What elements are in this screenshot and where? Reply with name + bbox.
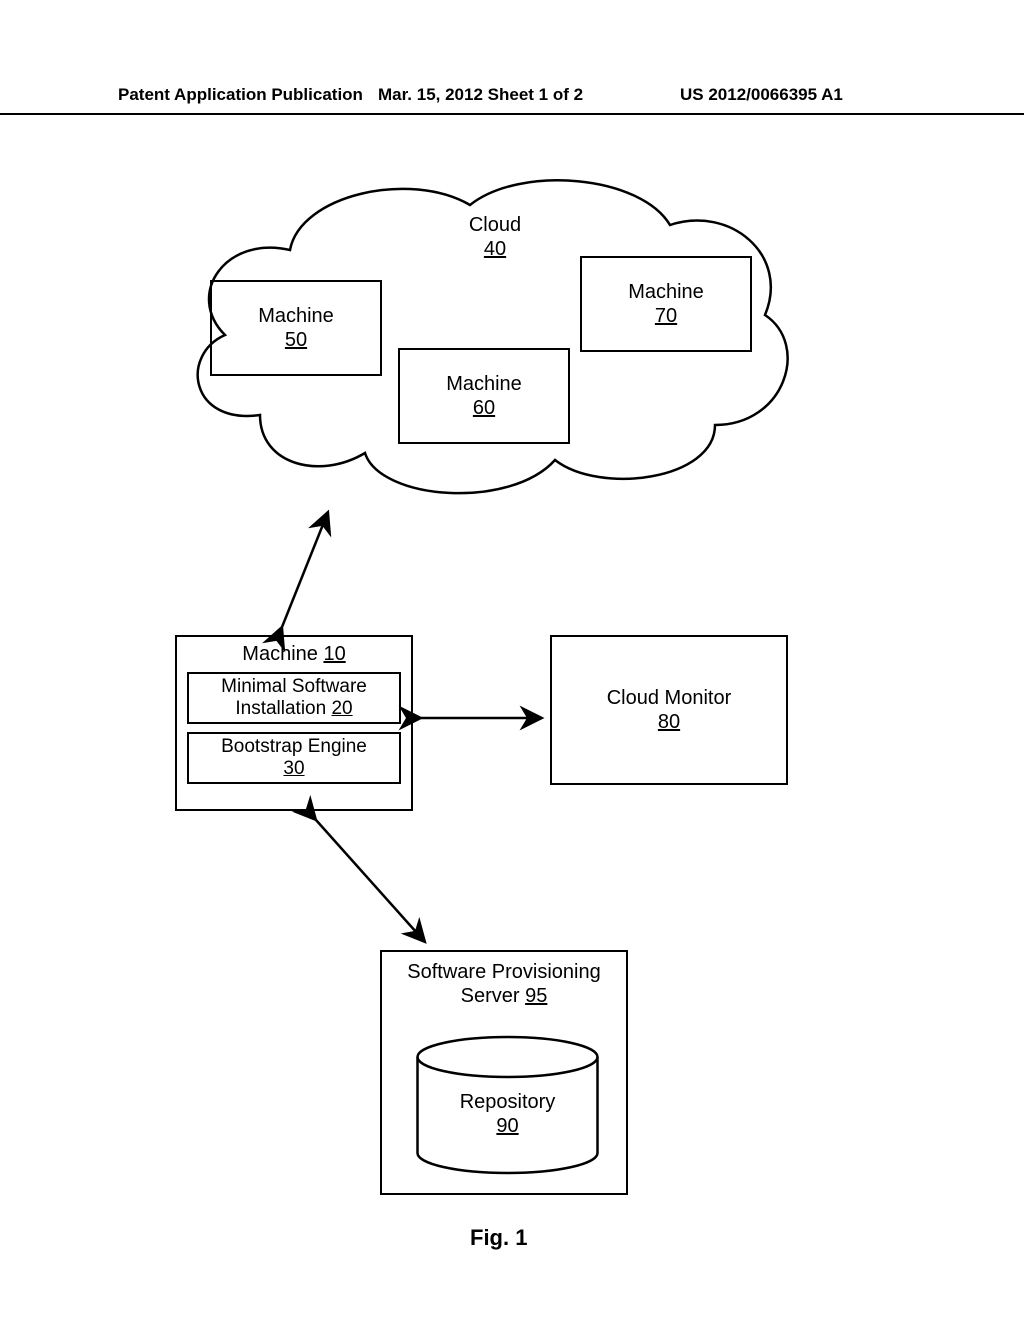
arrow-machine10-provserver: [316, 820, 425, 942]
arrow-machine10-cloud: [282, 512, 328, 627]
patent-figure-page: Patent Application Publication Mar. 15, …: [0, 0, 1024, 1320]
figure-caption: Fig. 1: [470, 1225, 527, 1251]
arrows-layer: [0, 0, 1024, 1320]
